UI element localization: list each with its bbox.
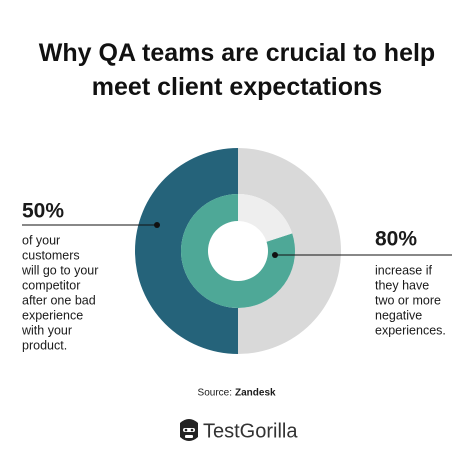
leader-dot (154, 222, 160, 228)
note-line: will go to your (21, 263, 98, 277)
note-line: customers (22, 248, 80, 262)
note-line: competitor (22, 278, 80, 292)
note-line: increase if (375, 263, 432, 277)
chart-title: Why QA teams are crucial to help meet cl… (38, 39, 436, 101)
value-label: 50% (22, 200, 64, 223)
note-line: after one bad (22, 293, 96, 307)
leader-dot (272, 252, 278, 258)
note-line: with your (21, 323, 72, 337)
note-line: product. (22, 338, 67, 352)
donut-segment (238, 194, 293, 242)
donut-segment (135, 148, 238, 354)
note-line: experiences. (375, 323, 446, 337)
note-line: negative (375, 308, 422, 322)
brand: TestGorilla (203, 420, 298, 442)
source-label: Source: (198, 388, 232, 399)
note-line: two or more (375, 293, 441, 307)
note-line: experience (22, 308, 83, 322)
donut-segment (181, 194, 295, 308)
logo-icon (180, 419, 198, 441)
note-line: of your (22, 233, 60, 247)
note-line: they have (375, 278, 429, 292)
value-label: 80% (375, 228, 417, 251)
source: Zandesk (235, 388, 276, 399)
donut-segment (238, 148, 341, 354)
